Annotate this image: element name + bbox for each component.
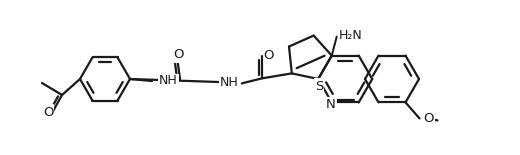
Text: O: O xyxy=(173,49,183,62)
Text: H₂N: H₂N xyxy=(339,29,362,42)
Text: O: O xyxy=(423,112,434,125)
Text: O: O xyxy=(43,106,53,119)
Text: NH: NH xyxy=(220,76,239,89)
Text: S: S xyxy=(315,80,323,93)
Text: O: O xyxy=(264,49,274,62)
Text: N: N xyxy=(326,98,335,111)
Text: NH: NH xyxy=(159,75,178,88)
